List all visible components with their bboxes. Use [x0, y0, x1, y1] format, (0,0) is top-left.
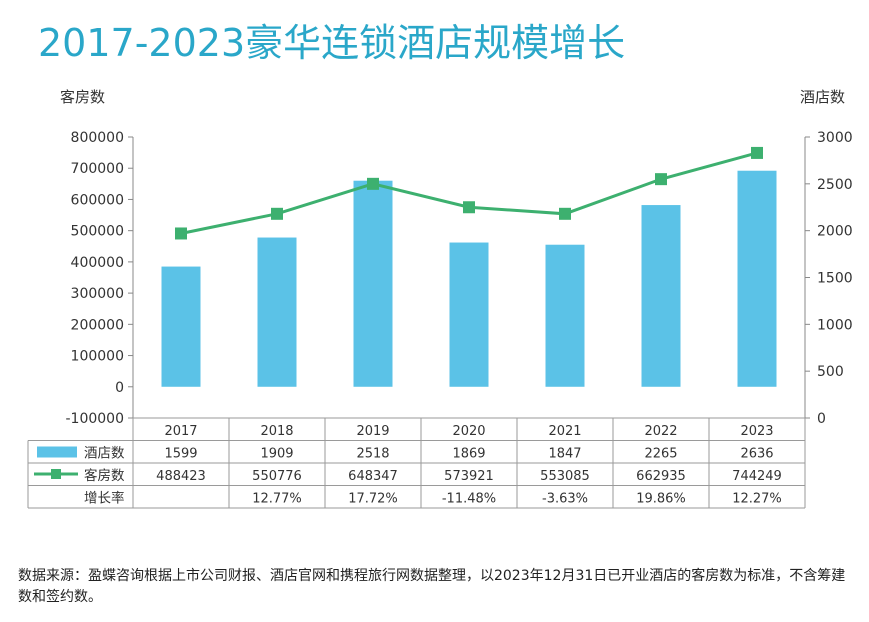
right-axis-title: 酒店数 — [800, 88, 846, 106]
line-point-2018 — [271, 207, 283, 220]
x-axis-label-2020: 2020 — [452, 424, 485, 439]
left-axis-tick-label: 100000 — [71, 349, 124, 365]
table-cell: 662935 — [636, 469, 686, 484]
bar-2021 — [545, 244, 585, 387]
table-cell: 17.72% — [348, 492, 398, 507]
line-point-2020 — [463, 201, 475, 214]
table-cell: 488423 — [156, 469, 206, 484]
x-axis-label-2021: 2021 — [548, 424, 581, 439]
table-cell: -11.48% — [442, 492, 496, 507]
table-cell: 2636 — [740, 447, 773, 462]
table-row-label: 增长率 — [84, 490, 125, 507]
x-axis-label-2018: 2018 — [260, 424, 293, 439]
table-cell: 744249 — [732, 469, 782, 484]
x-axis-label-2017: 2017 — [164, 424, 197, 439]
legend-bar-swatch — [37, 446, 77, 458]
right-axis-tick-label: 1500 — [817, 271, 853, 287]
right-axis-tick-label: 1000 — [817, 317, 853, 333]
table-cell: 550776 — [252, 469, 302, 484]
left-axis-tick-label: 0 — [115, 380, 124, 396]
table-cell: 1847 — [548, 447, 581, 462]
right-axis-tick-label: 2000 — [817, 224, 853, 240]
right-axis-tick-label: 3000 — [817, 130, 853, 146]
bar-2022 — [641, 205, 681, 387]
table-cell: 1599 — [164, 447, 197, 462]
x-axis-label-2019: 2019 — [356, 424, 389, 439]
bar-2019 — [353, 180, 393, 387]
bar-2020 — [449, 242, 489, 387]
table-cell: 12.27% — [732, 492, 782, 507]
table-cell: 553085 — [540, 469, 590, 484]
line-point-2017 — [175, 227, 187, 240]
table-cell: 573921 — [444, 469, 494, 484]
x-axis-label-2023: 2023 — [740, 424, 773, 439]
left-axis-tick-label: -100000 — [66, 411, 125, 427]
left-axis-tick-label: 600000 — [71, 192, 124, 208]
table-cell: 2518 — [356, 447, 389, 462]
table-row-label: 客房数 — [84, 467, 125, 484]
x-axis-label-2022: 2022 — [644, 424, 677, 439]
line-point-2021 — [559, 207, 571, 220]
right-axis-tick-label: 500 — [817, 364, 844, 380]
table-cell: 2265 — [644, 447, 677, 462]
left-axis-tick-label: 500000 — [71, 224, 124, 240]
source-note: 数据来源：盈蝶咨询根据上市公司财报、酒店官网和携程旅行网数据整理，以2023年1… — [18, 568, 846, 605]
table-cell: 648347 — [348, 469, 398, 484]
table-cell: 1869 — [452, 447, 485, 462]
left-axis-tick-label: 800000 — [71, 130, 124, 146]
left-axis-tick-label: 200000 — [71, 317, 124, 333]
left-axis-tick-label: 300000 — [71, 286, 124, 302]
left-axis-tick-label: 400000 — [71, 255, 124, 271]
bar-2018 — [257, 237, 297, 387]
table-row-label: 酒店数 — [84, 446, 125, 462]
table-cell: -3.63% — [542, 492, 588, 507]
legend-line-marker — [51, 469, 61, 479]
bar-2017 — [161, 266, 201, 387]
table-cell: 19.86% — [636, 492, 686, 507]
bar-2023 — [737, 170, 777, 387]
line-point-2023 — [751, 146, 763, 159]
right-axis-tick-label: 0 — [817, 411, 826, 427]
left-axis-tick-label: 700000 — [71, 161, 124, 177]
table-cell: 1909 — [260, 447, 293, 462]
right-axis-tick-label: 2500 — [817, 177, 853, 193]
left-axis-title: 客房数 — [60, 88, 106, 106]
line-point-2022 — [655, 173, 667, 186]
line-point-2019 — [367, 177, 379, 190]
chart-title: 2017-2023豪华连锁酒店规模增长 — [38, 21, 626, 65]
chart-area: -100000 0 100000 200000 300000 400000 500000 60… — [27, 130, 853, 509]
table-cell: 12.77% — [252, 492, 302, 507]
